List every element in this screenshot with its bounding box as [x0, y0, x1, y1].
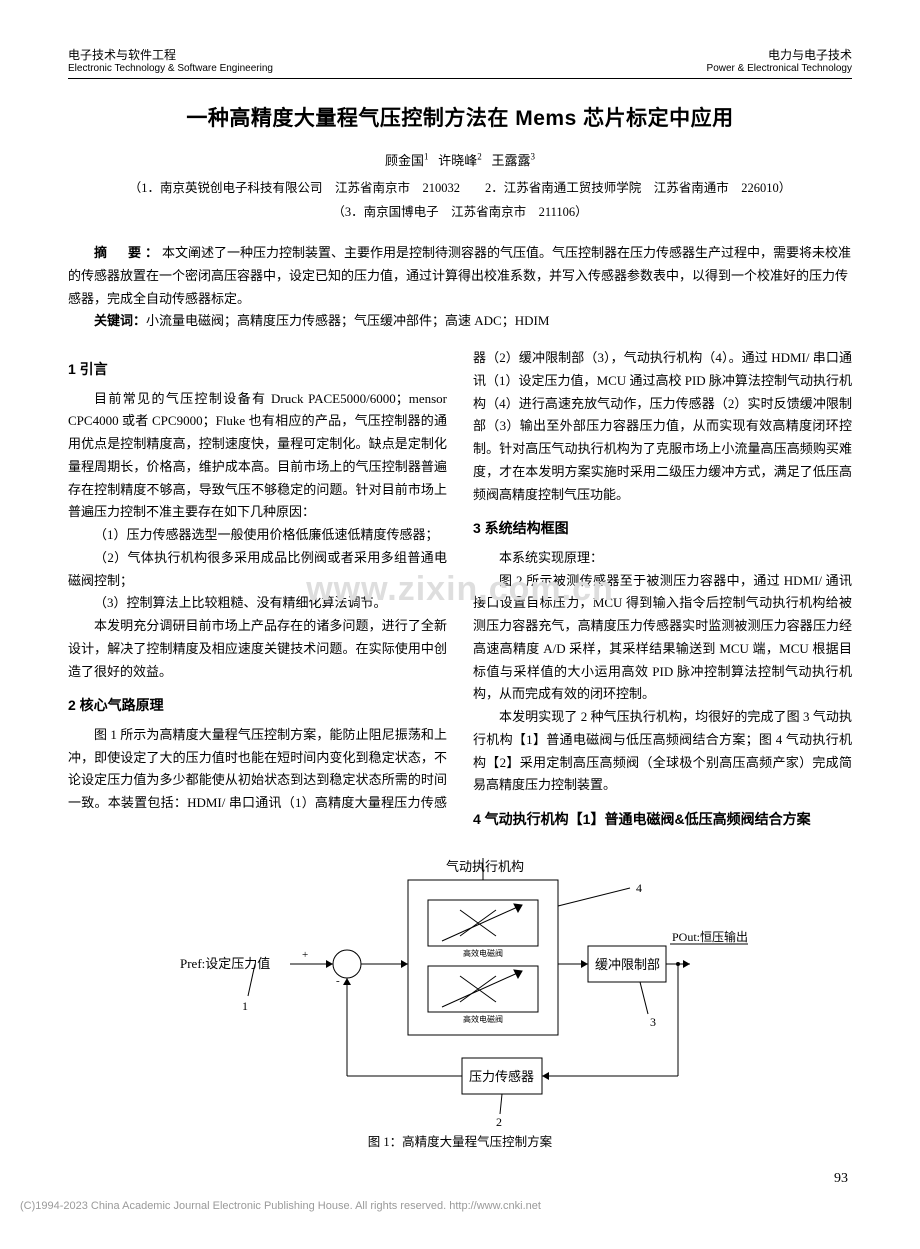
abstract-block: 摘 要：本文阐述了一种压力控制装置、主要作用是控制待测容器的气压值。气压控制器在… — [68, 242, 852, 333]
header-left: 电子技术与软件工程 Electronic Technology & Softwa… — [68, 48, 273, 76]
page-number: 93 — [68, 1167, 852, 1192]
section-heading: 3 系统结构框图 — [473, 516, 852, 541]
svg-text:-: - — [336, 975, 340, 987]
section-name-en: Power & Electronical Technology — [707, 63, 852, 76]
section-heading: 4 气动执行机构【1】普通电磁阀&低压高频阀结合方案 — [473, 807, 852, 832]
section-heading: 1 引言 — [68, 357, 447, 382]
body-paragraph: （2）气体执行机构很多采用成品比例阀或者采用多组普通电磁阀控制； — [68, 547, 447, 593]
keywords-text: 关键词：小流量电磁阀；高精度压力传感器；气压缓冲部件；高速 ADC；HDIM — [68, 310, 852, 333]
authors-line: 顾金国1 许晓峰2 王露露3 — [68, 149, 852, 172]
section-name-cn: 电力与电子技术 — [707, 48, 852, 63]
fig-marker-3: 3 — [650, 1015, 656, 1029]
journal-name-cn: 电子技术与软件工程 — [68, 48, 273, 63]
fig-label-buffer: 缓冲限制部 — [595, 957, 660, 972]
section-heading: 2 核心气路原理 — [68, 693, 447, 718]
fig-marker-1: 1 — [242, 999, 248, 1013]
fig-label-pout: POut:恒压输出 — [672, 929, 748, 944]
body-paragraph: 本发明充分调研目前市场上产品存在的诸多问题，进行了全新设计，解决了控制精度及相应… — [68, 615, 447, 683]
page-header: 电子技术与软件工程 Electronic Technology & Softwa… — [68, 48, 852, 79]
body-paragraph: 本系统实现原理： — [473, 547, 852, 570]
author: 王露露3 — [492, 153, 536, 168]
abstract-text: 摘 要：本文阐述了一种压力控制装置、主要作用是控制待测容器的气压值。气压控制器在… — [68, 242, 852, 310]
figure-1-svg: Pref:设定压力值 + - 气动执行机构 — [170, 846, 750, 1126]
fig-label-valve: 高效电磁阀 — [463, 948, 503, 958]
author: 许晓峰2 — [438, 153, 482, 168]
fig-label-valve: 高效电磁阀 — [463, 1014, 503, 1024]
figure-1-caption: 图 1：高精度大量程气压控制方案 — [68, 1132, 852, 1154]
body-paragraph: 图 2 所示被测传感器至于被测压力容器中，通过 HDMI/ 通讯接口设置目标压力… — [473, 570, 852, 707]
article-title: 一种高精度大量程气压控制方法在 Mems 芯片标定中应用 — [68, 101, 852, 138]
svg-text:+: + — [302, 949, 308, 961]
header-right: 电力与电子技术 Power & Electronical Technology — [707, 48, 852, 76]
fig-label-pref: Pref:设定压力值 — [180, 956, 270, 971]
body-paragraph: 目前常见的气压控制设备有 Druck PACE5000/6000；mensor … — [68, 388, 447, 525]
affiliation-line: （1．南京英锐创电子科技有限公司 江苏省南京市 210032 2．江苏省南通工贸… — [68, 178, 852, 200]
fig-label-sensor: 压力传感器 — [469, 1069, 534, 1084]
journal-name-en: Electronic Technology & Software Enginee… — [68, 63, 273, 76]
body-paragraph: （3）控制算法上比较粗糙、没有精细化算法调节。 — [68, 592, 447, 615]
body-paragraph: （1）压力传感器选型一般使用价格低廉低速低精度传感器； — [68, 524, 447, 547]
body-paragraph: 本发明实现了 2 种气压执行机构，均很好的完成了图 3 气动执行机构【1】普通电… — [473, 706, 852, 797]
keywords-label: 关键词： — [94, 313, 146, 328]
fig-marker-4: 4 — [636, 881, 642, 895]
author: 顾金国1 — [385, 153, 429, 168]
abstract-label: 摘 要： — [94, 245, 162, 260]
affiliation-line: （3．南京国博电子 江苏省南京市 211106） — [68, 202, 852, 224]
body-columns: 1 引言 目前常见的气压控制设备有 Druck PACE5000/6000；me… — [68, 347, 852, 832]
fig-label-actuator: 气动执行机构 — [446, 859, 524, 874]
fig-marker-2: 2 — [496, 1115, 502, 1126]
figure-1: Pref:设定压力值 + - 气动执行机构 — [68, 846, 852, 1154]
footer-copyright: (C)1994-2023 China Academic Journal Elec… — [20, 1197, 541, 1216]
